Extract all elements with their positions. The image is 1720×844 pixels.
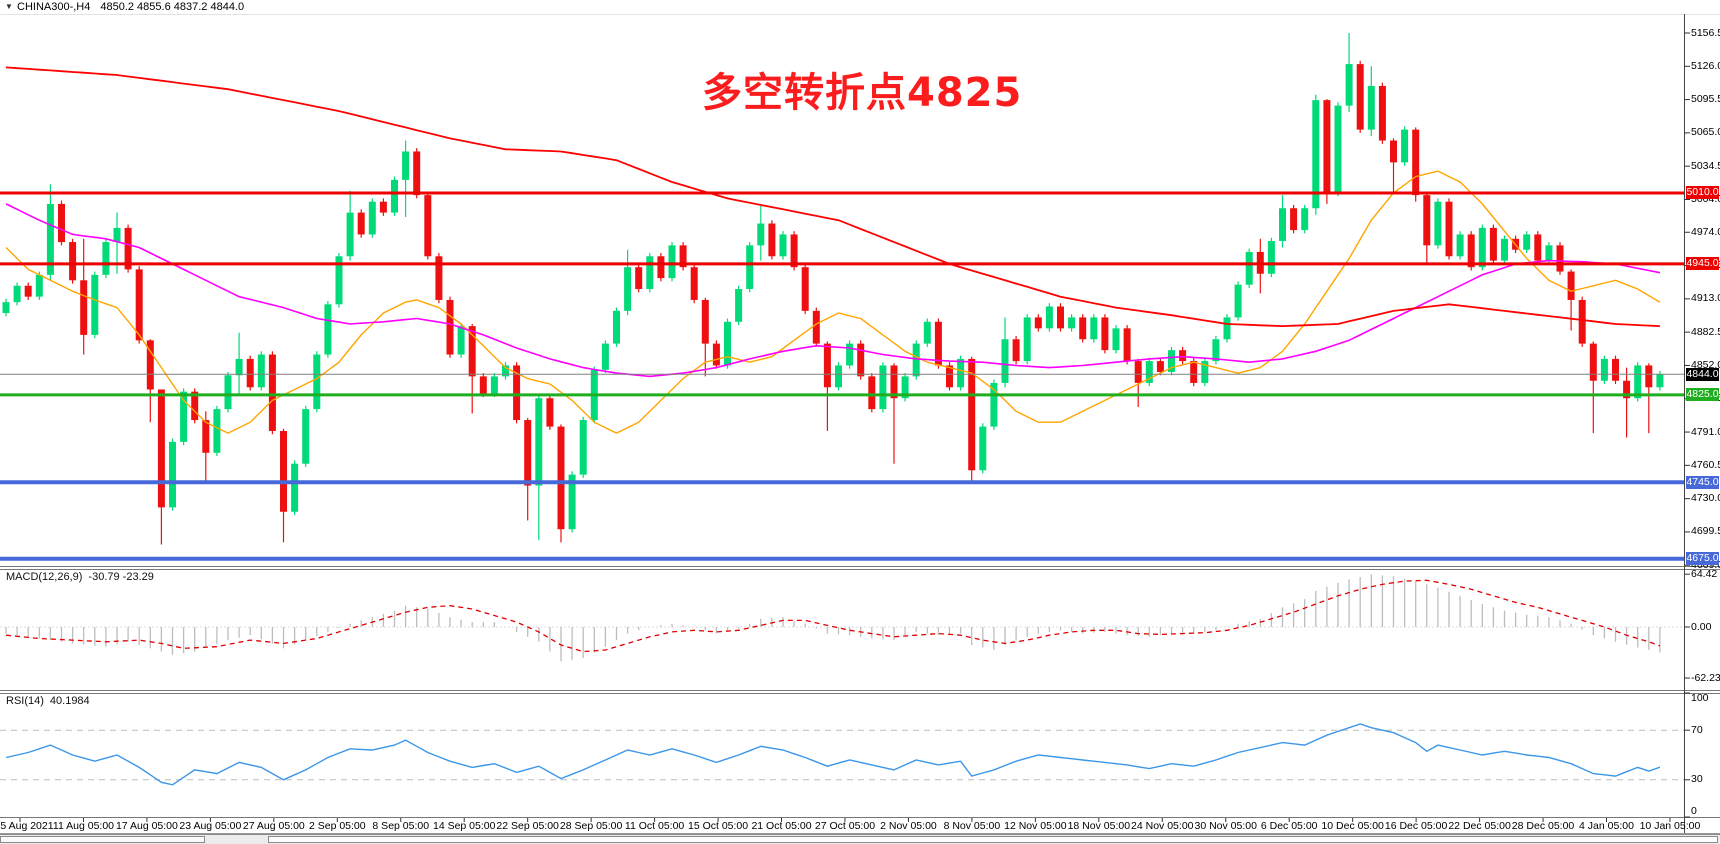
current-price-tag: 4844.0 [1686, 367, 1719, 381]
date-label: 12 Nov 05:00 [1004, 820, 1067, 832]
date-label: 23 Aug 05:00 [179, 820, 242, 832]
date-label: 30 Nov 05:00 [1194, 820, 1257, 832]
macd-tick-label: 0.00 [1691, 620, 1712, 633]
rsi-header: RSI(14) 40.1984 [6, 695, 96, 707]
macd-label: MACD(12,26,9) [6, 571, 83, 583]
symbol-label: CHINA300-,H4 [17, 1, 91, 13]
price-tick-label: 4974.0 [1691, 225, 1720, 238]
horizontal-scrollbar[interactable] [0, 834, 1720, 844]
date-label: 27 Oct 05:00 [814, 820, 876, 832]
date-label: 2 Nov 05:00 [880, 820, 937, 832]
date-label: 10 Jan 05:00 [1639, 820, 1701, 832]
price-level-tag: 5010.0 [1686, 186, 1719, 200]
price-tick-label: 5126.0 [1691, 59, 1720, 72]
date-label: 16 Dec 05:00 [1384, 820, 1448, 832]
rsi-line [5, 723, 1661, 786]
scrollbar-thumb[interactable] [268, 836, 1718, 843]
date-label: 11 Aug 05:00 [52, 820, 115, 832]
price-level-tag: 4675.0 [1686, 552, 1719, 566]
date-label: 18 Nov 05:00 [1067, 820, 1131, 832]
macd-histogram [5, 574, 1661, 662]
date-label: 4 Jan 05:00 [1579, 820, 1634, 832]
date-label: 8 Nov 05:00 [943, 820, 1001, 832]
date-label: 14 Sep 05:00 [432, 820, 496, 832]
date-label: 22 Dec 05:00 [1448, 820, 1511, 832]
macd-tick-label: 64.42 [1691, 567, 1718, 580]
scrollbar-navbox[interactable] [0, 836, 205, 843]
price-tick-label: 4791.0 [1691, 425, 1720, 438]
date-label: 5 Aug 2021 [0, 820, 54, 832]
chart-topbar: ▼ CHINA300-,H4 4850.2 4855.6 4837.2 4844.… [0, 0, 1720, 14]
macd-tick-label: -62.23 [1691, 671, 1720, 684]
ma-mid-line [5, 203, 1661, 378]
candle-bodies [2, 64, 1664, 530]
price-tick-label: 4882.5 [1691, 325, 1720, 338]
macd-signal-line [5, 579, 1661, 653]
symbol-info: CHINA300-,H4 4850.2 4855.6 4837.2 4844.0 [17, 1, 244, 13]
rsi-tick-label: 100 [1691, 691, 1709, 704]
rsi-tick-label: 30 [1691, 773, 1703, 786]
price-level-tag: 4825.0 [1686, 388, 1719, 402]
macd-values: -30.79 -23.29 [88, 571, 154, 583]
date-label: 24 Nov 05:00 [1131, 820, 1194, 832]
price-tick-label: 4760.5 [1691, 458, 1720, 471]
date-label: 28 Sep 05:00 [559, 820, 623, 832]
rsi-label: RSI(14) [6, 695, 44, 707]
rsi-tick-label: 70 [1691, 723, 1703, 736]
price-tick-label: 4730.0 [1691, 492, 1720, 505]
price-tick-label: 4913.0 [1691, 292, 1720, 305]
date-label: 28 Dec 05:00 [1511, 820, 1575, 832]
price-tick-label: 5095.5 [1691, 93, 1720, 106]
ma-slow-line [5, 66, 1660, 328]
rsi-value: 40.1984 [49, 695, 90, 707]
annotation-text: 多空转折点4825 [702, 70, 1023, 116]
price-tick-label: 5156.5 [1691, 26, 1720, 39]
date-label: 17 Aug 05:00 [115, 820, 178, 832]
macd-header: MACD(12,26,9) -30.79 -23.29 [6, 571, 160, 583]
price-tick-label: 5065.0 [1691, 126, 1720, 139]
chevron-down-icon[interactable]: ▼ [5, 2, 13, 11]
date-label: 27 Aug 05:00 [242, 820, 305, 832]
price-level-tag: 4945.0 [1686, 257, 1719, 271]
date-label: 15 Oct 05:00 [687, 820, 749, 832]
date-label: 8 Sep 05:00 [372, 820, 430, 832]
price-tick-label: 4699.5 [1691, 525, 1720, 538]
ohlc-values: 4850.2 4855.6 4837.2 4844.0 [100, 1, 245, 13]
rsi-tick-label: 0 [1691, 804, 1697, 817]
date-label: 22 Sep 05:00 [496, 820, 559, 832]
date-label: 2 Sep 05:00 [308, 820, 366, 832]
date-label: 21 Oct 05:00 [751, 820, 812, 832]
price-level-tag: 4745.0 [1686, 475, 1719, 489]
date-label: 11 Oct 05:00 [624, 820, 685, 832]
date-label: 10 Dec 05:00 [1321, 820, 1384, 832]
date-label: 6 Dec 05:00 [1260, 820, 1318, 832]
price-tick-label: 5034.5 [1691, 159, 1720, 172]
